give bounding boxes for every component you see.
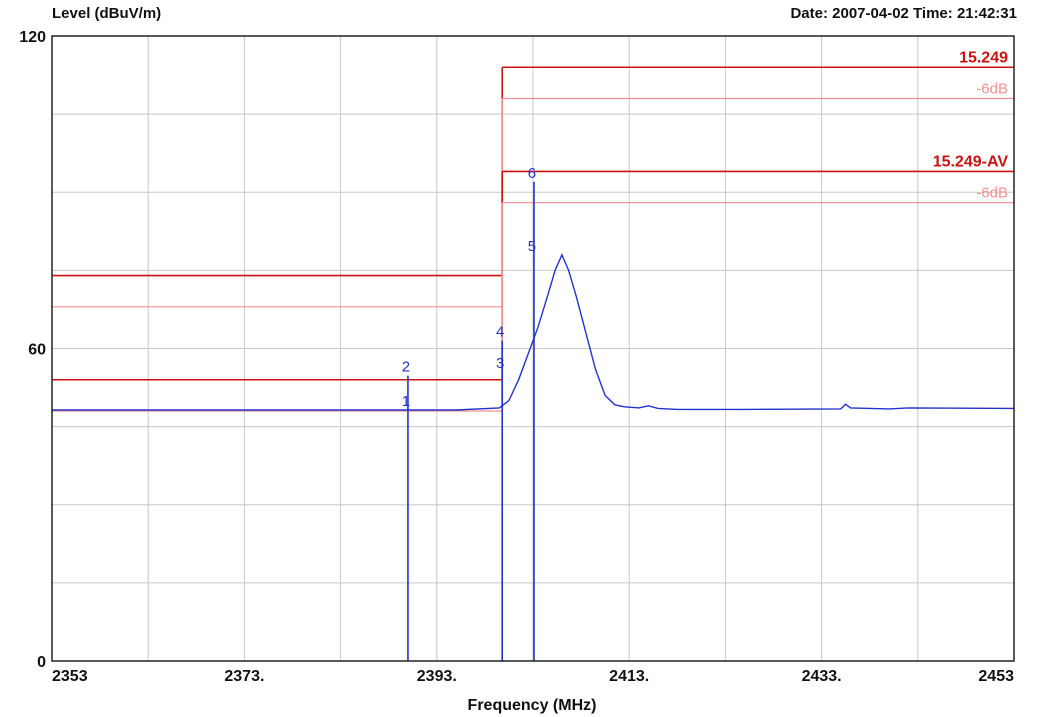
marker-lines (407, 181, 535, 661)
series-trace-group (52, 253, 1015, 411)
x-axis-title: Frequency (MHz) (468, 697, 597, 714)
marker-labels: 1 2 3 4 5 6 (402, 165, 536, 410)
limit-label: -6dB (976, 185, 1008, 202)
marker-label: 6 (528, 165, 536, 182)
y-tick-label: 0 (37, 654, 46, 671)
x-tick-label: 2433. (802, 668, 842, 685)
plot-frame (51, 35, 1015, 662)
x-tick-label: 2453 (978, 668, 1014, 685)
chart-datetime: Date: 2007-04-02 Time: 21:42:31 (790, 5, 1017, 22)
limit-lines (52, 66, 1014, 412)
marker-label: 3 (496, 355, 504, 372)
x-tick-label: 2413. (609, 668, 649, 685)
y-tick-label: 60 (28, 342, 46, 359)
x-tick-label: 2393. (417, 668, 457, 685)
marker-label: 1 (402, 393, 410, 410)
marker-label: 2 (402, 359, 410, 376)
plot-grid (52, 36, 1014, 661)
chart-ylabel: Level (dBuV/m) (52, 5, 161, 22)
plot-border (51, 35, 1015, 662)
x-tick-label: 2373. (224, 668, 264, 685)
x-tick-label: 2353 (52, 668, 88, 685)
y-tick-labels: 0 60 120 (19, 29, 46, 671)
limit-label: 15.249-AV (933, 153, 1009, 170)
marker-label: 4 (496, 324, 504, 341)
y-tick-label: 120 (19, 29, 46, 46)
limit-label: 15.249 (959, 49, 1008, 66)
marker-label: 5 (528, 238, 536, 255)
x-tick-labels: 2353 2373. 2393. 2413. 2433. 2453 (52, 668, 1014, 685)
series-trace (52, 253, 1015, 411)
limit-label: -6dB (976, 81, 1008, 98)
limit-labels: 15.249 -6dB 15.249-AV -6dB (933, 49, 1009, 201)
